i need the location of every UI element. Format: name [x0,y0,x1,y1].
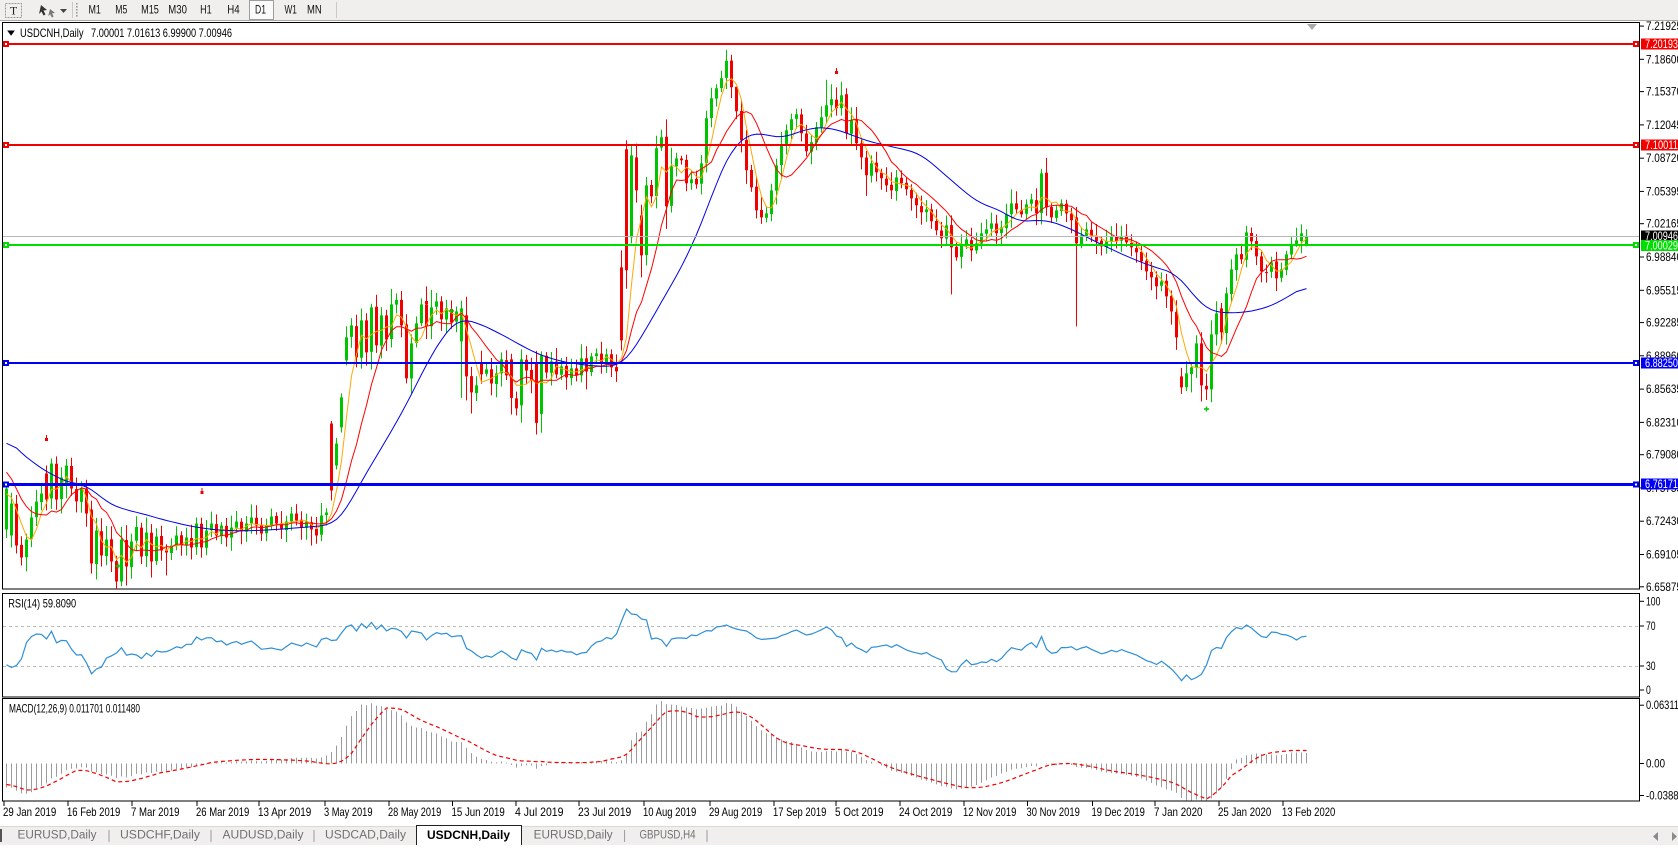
svg-text:7.05395: 7.05395 [1646,184,1678,198]
svg-text:6.72430: 6.72430 [1646,514,1678,528]
svg-text:0.06311: 0.06311 [1646,698,1678,712]
svg-text:6.95515: 6.95515 [1646,283,1678,297]
svg-text:6.85635: 6.85635 [1646,382,1678,396]
svg-text:GBPUSD,H4: GBPUSD,H4 [640,830,697,842]
svg-text:M5: M5 [115,3,127,17]
svg-text:M30: M30 [168,3,187,17]
svg-text:7.00029: 7.00029 [1645,239,1678,253]
svg-text:7.00001 7.01613 6.99900 7.0094: 7.00001 7.01613 6.99900 7.00946 [91,26,232,40]
svg-text:6.92285: 6.92285 [1646,316,1678,330]
svg-text:T: T [10,4,18,18]
svg-text:7.20193: 7.20193 [1645,37,1678,51]
svg-text:M15: M15 [141,3,159,17]
svg-text:26 Mar 2019: 26 Mar 2019 [196,805,250,819]
svg-text:0.00: 0.00 [1646,757,1665,771]
svg-text:7.12045: 7.12045 [1646,118,1678,132]
svg-text:M1: M1 [89,3,102,17]
svg-text:5 Oct 2019: 5 Oct 2019 [835,805,884,819]
svg-text:17 Sep 2019: 17 Sep 2019 [773,805,827,819]
svg-text:H4: H4 [227,3,240,17]
svg-text:6.76171: 6.76171 [1645,477,1678,491]
svg-text:EURUSD,Daily: EURUSD,Daily [18,830,97,842]
svg-text:7 Mar 2019: 7 Mar 2019 [131,805,180,819]
svg-text:10 Aug 2019: 10 Aug 2019 [643,805,697,819]
svg-text:19 Dec 2019: 19 Dec 2019 [1092,805,1146,819]
svg-text:100: 100 [1646,594,1661,608]
svg-text:D1: D1 [255,3,266,17]
svg-text:23 Jul 2019: 23 Jul 2019 [578,805,632,819]
svg-text:W1: W1 [285,3,298,17]
svg-text:RSI(14) 59.8090: RSI(14) 59.8090 [8,597,76,611]
svg-text:70: 70 [1646,619,1656,633]
svg-text:29 Jan 2019: 29 Jan 2019 [3,805,57,819]
svg-text:29 Aug 2019: 29 Aug 2019 [709,805,763,819]
svg-text:USDCAD,Daily: USDCAD,Daily [325,830,406,842]
svg-text:6.65875: 6.65875 [1646,580,1678,594]
svg-text:6.98840: 6.98840 [1646,250,1678,264]
svg-text:30 Nov 2019: 30 Nov 2019 [1027,805,1081,819]
svg-text:H1: H1 [200,3,212,17]
svg-text:7.15370: 7.15370 [1646,85,1678,99]
svg-text:7 Jan 2020: 7 Jan 2020 [1154,805,1203,819]
svg-text:7.02165: 7.02165 [1646,217,1678,231]
svg-text:6.69105: 6.69105 [1646,548,1678,562]
svg-text:28 May 2019: 28 May 2019 [388,805,442,819]
svg-text:7.10011: 7.10011 [1645,138,1678,152]
svg-text:AUDUSD,Daily: AUDUSD,Daily [223,830,304,842]
svg-text:7.18600: 7.18600 [1646,52,1678,66]
svg-text:13 Apr 2019: 13 Apr 2019 [258,805,312,819]
svg-text:3 May 2019: 3 May 2019 [324,805,373,819]
svg-text:USDCHF,Daily: USDCHF,Daily [120,830,200,842]
svg-text:USDCNH,Daily: USDCNH,Daily [427,828,510,842]
svg-text:USDCNH,Daily: USDCNH,Daily [20,26,84,40]
svg-text:MACD(12,26,9) 0.011701 0.01148: MACD(12,26,9) 0.011701 0.011480 [9,702,140,716]
svg-text:MN: MN [307,3,322,17]
svg-text:25 Jan 2020: 25 Jan 2020 [1218,805,1272,819]
svg-text:6.79080: 6.79080 [1646,448,1678,462]
svg-text:16 Feb 2019: 16 Feb 2019 [67,805,121,819]
svg-text:7.08720: 7.08720 [1646,151,1678,165]
svg-text:15 Jun 2019: 15 Jun 2019 [452,805,506,819]
svg-text:30: 30 [1646,659,1656,673]
svg-text:6.82310: 6.82310 [1646,415,1678,429]
svg-text:24 Oct 2019: 24 Oct 2019 [899,805,953,819]
svg-text:6.88250: 6.88250 [1645,356,1678,370]
svg-text:0: 0 [1646,683,1651,697]
svg-text:4 Jul 2019: 4 Jul 2019 [515,805,564,819]
svg-text:7.00946: 7.00946 [1645,229,1678,243]
svg-text:12 Nov 2019: 12 Nov 2019 [963,805,1017,819]
svg-text:7.21925: 7.21925 [1646,19,1678,33]
svg-text:13 Feb 2020: 13 Feb 2020 [1282,805,1336,819]
svg-text:EURUSD,Daily: EURUSD,Daily [534,830,613,842]
